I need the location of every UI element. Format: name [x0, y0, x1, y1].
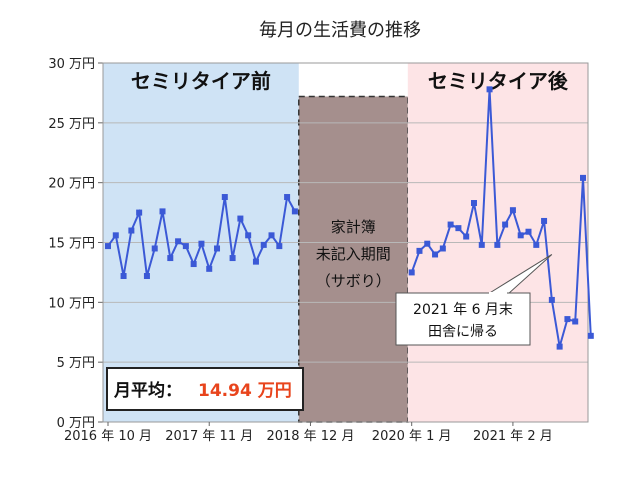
- data-point: [548, 296, 555, 303]
- data-point: [260, 241, 267, 248]
- data-point: [572, 318, 579, 325]
- x-tick-label: 2018 年 12 月: [266, 429, 354, 444]
- data-point: [105, 243, 111, 250]
- data-point: [408, 269, 415, 276]
- region-gap-label: 未記入期間: [316, 245, 391, 263]
- y-tick-label: 15 万円: [48, 237, 95, 252]
- data-point: [167, 255, 174, 262]
- y-tick-label: 10 万円: [48, 296, 95, 311]
- data-point: [587, 332, 594, 339]
- data-point: [190, 261, 197, 268]
- data-point: [455, 225, 462, 232]
- callout-text: 田舎に帰る: [428, 323, 498, 340]
- data-point: [159, 208, 166, 215]
- callout-text: 2021 年 6 月末: [413, 302, 513, 318]
- data-point: [580, 174, 586, 181]
- x-tick-label: 2017 年 11 月: [165, 429, 253, 444]
- data-point: [120, 273, 127, 280]
- data-point: [556, 343, 563, 350]
- data-point: [525, 228, 532, 235]
- data-point: [136, 209, 143, 216]
- region-after-label: セミリタイア後: [428, 69, 569, 93]
- data-point: [424, 240, 431, 247]
- data-point: [284, 194, 291, 201]
- data-point: [151, 245, 158, 252]
- data-point: [291, 208, 298, 215]
- average-label: 月平均：: [113, 380, 182, 401]
- data-point: [175, 238, 182, 245]
- region-gap-label: （サボり）: [316, 272, 391, 290]
- data-point: [564, 316, 571, 323]
- data-point: [470, 200, 477, 207]
- data-point: [447, 221, 454, 228]
- data-point: [206, 265, 213, 272]
- data-point: [128, 227, 135, 234]
- data-point: [245, 232, 252, 239]
- y-tick-label: 5 万円: [57, 356, 95, 371]
- data-point: [533, 241, 540, 248]
- data-point: [502, 221, 509, 228]
- y-tick-label: 30 万円: [48, 57, 95, 72]
- data-point: [517, 232, 524, 239]
- x-tick-label: 2016 年 10 月: [64, 429, 152, 444]
- data-point: [486, 86, 493, 93]
- data-point: [478, 241, 485, 248]
- region-gap: [298, 95, 409, 423]
- y-tick-label: 25 万円: [48, 117, 95, 132]
- data-point: [182, 243, 189, 250]
- data-point: [541, 217, 548, 224]
- region-gap-label: 家計簿: [331, 218, 376, 236]
- plot-frame: [102, 62, 589, 423]
- data-point: [439, 245, 446, 252]
- data-point: [494, 241, 501, 248]
- chart-title: 毎月の生活費の推移: [259, 20, 421, 41]
- data-point: [509, 207, 516, 214]
- y-tick-label: 0 万円: [57, 416, 95, 431]
- data-point: [252, 258, 259, 265]
- average-box: [106, 367, 304, 411]
- data-point: [198, 240, 205, 247]
- region-before-label: セミリタイア前: [131, 69, 271, 93]
- data-point: [214, 245, 221, 252]
- y-tick-label: 20 万円: [48, 177, 95, 192]
- data-point: [432, 251, 439, 258]
- data-point: [463, 233, 470, 240]
- average-value: 14.94 万円: [198, 381, 292, 401]
- data-point: [268, 232, 275, 239]
- data-point: [112, 232, 119, 239]
- callout-box: [395, 292, 531, 346]
- data-point: [229, 255, 236, 262]
- x-tick-label: 2020 年 1 月: [372, 429, 452, 444]
- data-point: [276, 243, 283, 250]
- data-point: [237, 215, 244, 222]
- x-tick-label: 2021 年 2 月: [473, 429, 553, 444]
- data-point: [416, 247, 423, 254]
- data-point: [221, 194, 228, 201]
- data-point: [143, 273, 150, 280]
